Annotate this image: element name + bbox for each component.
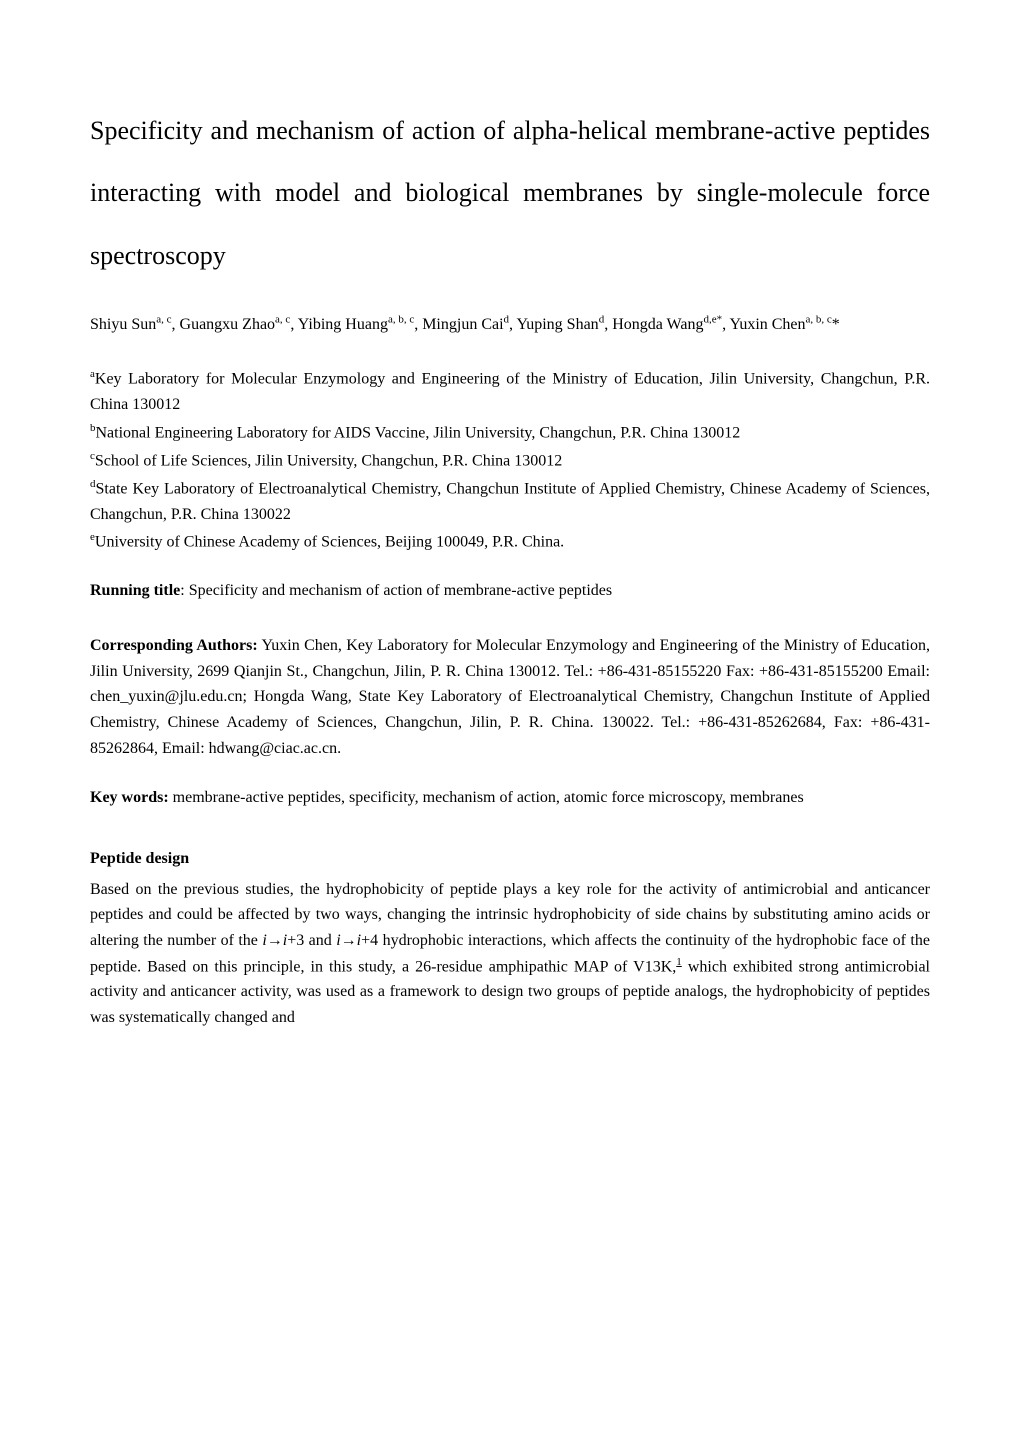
keywords-label: Key words: — [90, 789, 169, 806]
section-heading: Peptide design — [90, 847, 930, 871]
corresponding-marker: * — [832, 316, 840, 333]
affiliation-text: University of Chinese Academy of Science… — [95, 534, 564, 551]
author-sup: a, b, c — [806, 314, 832, 326]
author-name: Hongda Wang — [612, 316, 703, 333]
author-name: Shiyu Sun — [90, 316, 156, 333]
affiliation-item: cSchool of Life Sciences, Jilin Universi… — [90, 448, 930, 474]
affiliation-item: dState Key Laboratory of Electroanalytic… — [90, 476, 930, 528]
author-sup: d,e* — [703, 314, 722, 326]
author-sup: d — [504, 314, 510, 326]
affiliation-item: bNational Engineering Laboratory for AID… — [90, 420, 930, 446]
keywords: Key words: membrane-active peptides, spe… — [90, 785, 930, 811]
author-sup: a, c — [156, 314, 171, 326]
author-sup: a, b, c — [388, 314, 414, 326]
running-title-label: Running title — [90, 582, 180, 599]
author-name: Yibing Huang — [298, 316, 388, 333]
formula-italic: i→i — [262, 932, 287, 949]
author-list: Shiyu Suna, c, Guangxu Zhaoa, c, Yibing … — [90, 307, 930, 342]
affiliation-text: Key Laboratory for Molecular Enzymology … — [90, 371, 930, 414]
author-sup: d — [599, 314, 605, 326]
body-text: +4 — [361, 932, 378, 949]
corresponding-text: Yuxin Chen, Key Laboratory for Molecular… — [90, 637, 930, 756]
body-text: and — [304, 932, 336, 949]
body-paragraph: Based on the previous studies, the hydro… — [90, 877, 930, 1031]
corresponding-label: Corresponding Authors: — [90, 637, 258, 654]
author-sup: a, c — [275, 314, 290, 326]
affiliation-item: eUniversity of Chinese Academy of Scienc… — [90, 529, 930, 555]
affiliation-item: aKey Laboratory for Molecular Enzymology… — [90, 366, 930, 418]
author-name: Guangxu Zhao — [180, 316, 276, 333]
author-name: Yuping Shan — [516, 316, 598, 333]
keywords-text: membrane-active peptides, specificity, m… — [169, 789, 804, 806]
affiliation-text: State Key Laboratory of Electroanalytica… — [90, 480, 930, 523]
formula-italic: i→i — [336, 932, 361, 949]
affiliation-list: aKey Laboratory for Molecular Enzymology… — [90, 366, 930, 555]
affiliation-text: National Engineering Laboratory for AIDS… — [96, 424, 741, 441]
body-text: +3 — [287, 932, 304, 949]
running-title-text: Specificity and mechanism of action of m… — [189, 582, 612, 599]
author-name: Mingjun Cai — [422, 316, 503, 333]
running-title: Running title: Specificity and mechanism… — [90, 579, 930, 603]
affiliation-text: School of Life Sciences, Jilin Universit… — [95, 452, 562, 469]
corresponding-authors: Corresponding Authors: Yuxin Chen, Key L… — [90, 633, 930, 761]
author-name: Yuxin Chen — [730, 316, 806, 333]
paper-title: Specificity and mechanism of action of a… — [90, 100, 930, 287]
